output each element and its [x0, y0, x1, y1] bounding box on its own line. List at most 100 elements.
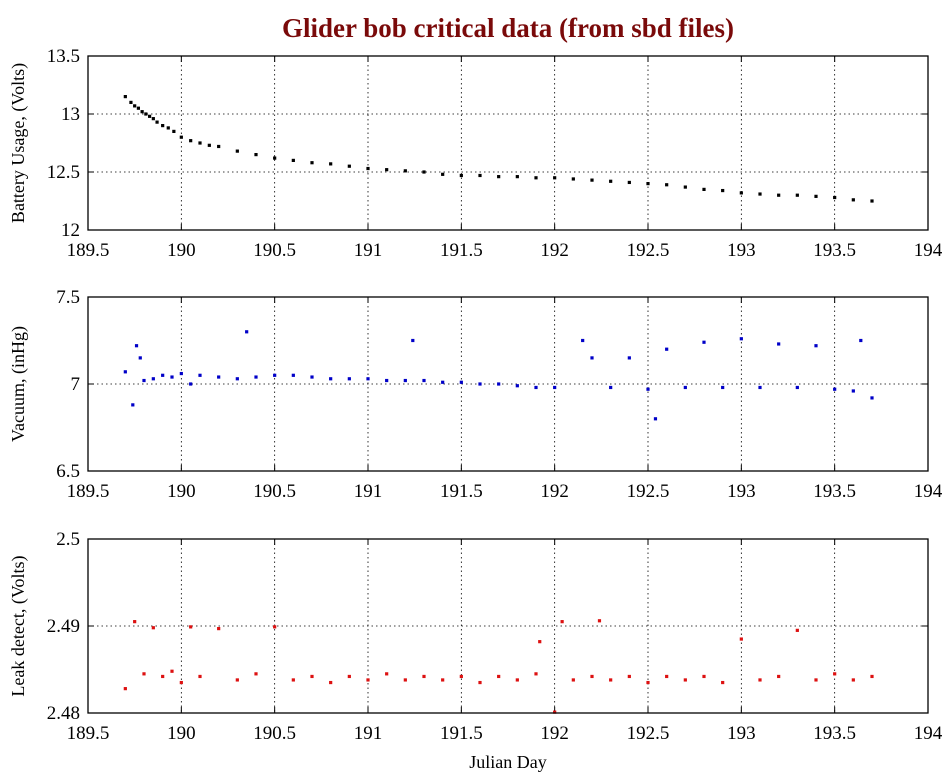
- data-point: [151, 377, 155, 381]
- x-tick-label: 191: [354, 481, 383, 502]
- x-tick-label: 191.5: [440, 723, 483, 744]
- data-point: [814, 344, 818, 348]
- panel-vacuum: 189.5 190 190.5 191 191.5 192 192.5 193 193.5 194…: [8, 287, 943, 502]
- data-point: [534, 672, 538, 676]
- data-point: [136, 106, 140, 110]
- data-point: [385, 672, 389, 676]
- data-point: [310, 674, 314, 679]
- data-point: [459, 380, 463, 384]
- data-point: [151, 117, 155, 121]
- data-point: [538, 640, 542, 644]
- data-point: [441, 380, 445, 384]
- data-point: [151, 626, 155, 630]
- data-point: [702, 187, 706, 191]
- data-point: [347, 164, 351, 168]
- data-point: [758, 678, 762, 682]
- y-axis-label: Vacuum, (inHg): [8, 326, 29, 442]
- data-point: [161, 373, 165, 377]
- data-point: [207, 143, 211, 147]
- data-point: [833, 672, 837, 676]
- data-point: [777, 674, 781, 679]
- data-point: [172, 129, 176, 133]
- data-point: [366, 678, 370, 682]
- x-axis-label: Julian Day: [469, 752, 546, 772]
- data-point: [560, 620, 564, 624]
- data-point: [795, 628, 799, 632]
- data-point: [721, 188, 725, 193]
- data-point: [870, 396, 874, 400]
- data-point: [273, 373, 277, 377]
- data-point: [795, 385, 799, 390]
- x-tick-label: 191.5: [440, 240, 483, 261]
- y-tick-label: 2.5: [56, 529, 80, 550]
- data-point: [291, 678, 295, 682]
- data-point: [129, 100, 133, 104]
- data-point: [571, 177, 575, 181]
- x-tick-label: 193.5: [813, 723, 856, 744]
- x-tick-label: 190.5: [253, 240, 296, 261]
- data-point: [403, 378, 407, 383]
- data-point: [235, 149, 239, 153]
- data-point: [347, 674, 351, 679]
- data-point: [777, 342, 781, 346]
- data-point: [161, 124, 165, 128]
- data-point: [235, 678, 239, 682]
- data-point: [254, 153, 258, 157]
- data-point: [609, 179, 613, 183]
- data-point: [347, 377, 351, 381]
- data-point: [217, 627, 221, 631]
- data-point: [291, 373, 295, 377]
- x-tick-label: 193: [727, 723, 756, 744]
- data-point: [497, 175, 501, 179]
- x-tick-label: 190: [167, 723, 196, 744]
- y-tick-label: 12.5: [47, 162, 80, 183]
- data-point: [851, 198, 855, 202]
- data-point: [403, 678, 407, 682]
- data-point: [217, 375, 221, 379]
- data-point: [198, 141, 202, 145]
- data-point: [170, 669, 174, 673]
- data-point: [273, 156, 277, 160]
- x-tick-label: 189.5: [67, 481, 110, 502]
- data-point: [739, 191, 743, 195]
- data-point: [497, 382, 501, 386]
- x-tick-label: 190.5: [253, 481, 296, 502]
- panel-leak: 189.5 190 190.5 191 191.5 192 192.5 193 193.5 194…: [8, 529, 943, 744]
- data-point: [534, 176, 538, 180]
- data-point: [814, 194, 818, 198]
- data-point: [134, 344, 139, 348]
- x-tick-label: 192: [540, 240, 569, 261]
- data-point: [140, 110, 144, 114]
- y-tick-label: 2.49: [47, 616, 80, 637]
- y-tick-label: 12: [61, 220, 80, 241]
- chart-title: Glider bob critical data (from sbd files…: [282, 13, 734, 43]
- x-tick-label: 192: [540, 481, 569, 502]
- data-point: [179, 135, 183, 139]
- data-point: [851, 678, 855, 682]
- data-point: [123, 95, 127, 99]
- data-point: [777, 193, 781, 197]
- data-point: [166, 126, 170, 130]
- data-point: [553, 176, 557, 180]
- data-point: [515, 678, 519, 682]
- x-tick-label: 191.5: [440, 481, 483, 502]
- data-point: [459, 674, 463, 679]
- data-point: [422, 674, 426, 679]
- x-tick-label: 193.5: [813, 240, 856, 261]
- x-tick-label: 190: [167, 481, 196, 502]
- data-point: [254, 375, 258, 379]
- data-point: [497, 674, 501, 679]
- data-point: [385, 378, 389, 383]
- data-point: [515, 384, 519, 388]
- data-point: [553, 710, 557, 714]
- data-point: [291, 158, 295, 162]
- x-tick-label: 192: [540, 723, 569, 744]
- data-point: [627, 356, 631, 360]
- data-point: [366, 166, 370, 171]
- y-tick-label: 7.5: [56, 287, 80, 308]
- data-point: [683, 678, 687, 682]
- panels: 189.5 190 190.5 191 191.5 192 192.5 193 193.5 194…: [8, 46, 943, 744]
- data-point: [189, 625, 193, 629]
- data-point: [646, 182, 650, 186]
- data-point: [721, 680, 725, 685]
